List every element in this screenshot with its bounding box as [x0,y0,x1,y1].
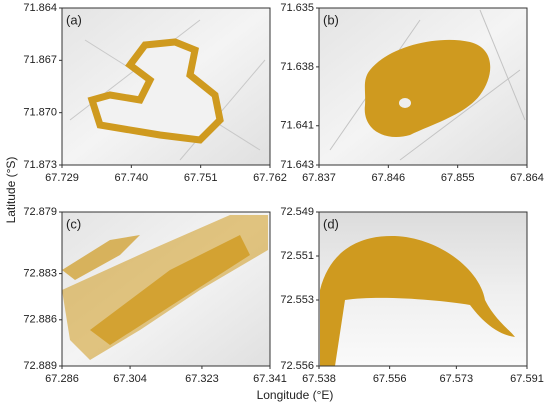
y-tick-label: 72.879 [23,206,57,218]
y-tick-label: 72.889 [23,360,57,372]
y-tick-label: 72.556 [280,360,314,372]
y-tick-label: 71.864 [23,2,57,14]
panel-frame [318,7,528,166]
x-tick-label: 67.762 [253,172,287,184]
panel-frame [61,7,271,166]
y-axis-label: Latitude (°S) [4,157,18,224]
y-tick-label: 71.867 [23,54,57,66]
x-tick-label: 67.729 [45,172,79,184]
y-tick-label: 71.638 [280,61,314,73]
y-tick-label: 71.870 [23,107,57,119]
y-tick-label: 71.635 [280,2,314,14]
y-tick-label: 71.873 [23,159,57,171]
x-tick-label: 67.837 [302,172,336,184]
x-tick-label: 67.304 [113,373,147,385]
x-tick-label: 67.341 [253,373,287,385]
panel-label: (d) [323,216,339,231]
x-axis-label: Longitude (°E) [257,388,334,402]
panel-frame [61,211,271,367]
x-tick-label: 67.538 [302,373,336,385]
y-tick-label: 72.553 [280,294,314,306]
x-tick-label: 67.846 [372,172,406,184]
x-tick-label: 67.740 [115,172,149,184]
y-tick-label: 71.643 [280,159,314,171]
panel-frame [318,211,528,367]
x-tick-label: 67.556 [373,373,407,385]
y-tick-label: 72.883 [23,268,57,280]
x-tick-label: 67.573 [440,373,474,385]
x-tick-label: 67.855 [441,172,475,184]
x-tick-label: 67.864 [510,172,544,184]
x-tick-label: 67.751 [184,172,218,184]
x-tick-label: 67.286 [45,373,79,385]
x-tick-label: 67.591 [510,373,544,385]
y-tick-label: 72.551 [280,250,314,262]
panel-label: (b) [323,12,339,27]
panel-label: (c) [66,216,81,231]
y-tick-label: 71.641 [280,120,314,132]
y-tick-label: 72.549 [280,206,314,218]
y-tick-label: 72.886 [23,314,57,326]
imagery [62,8,527,366]
x-tick-label: 67.323 [185,373,219,385]
panel-label: (a) [66,12,82,27]
